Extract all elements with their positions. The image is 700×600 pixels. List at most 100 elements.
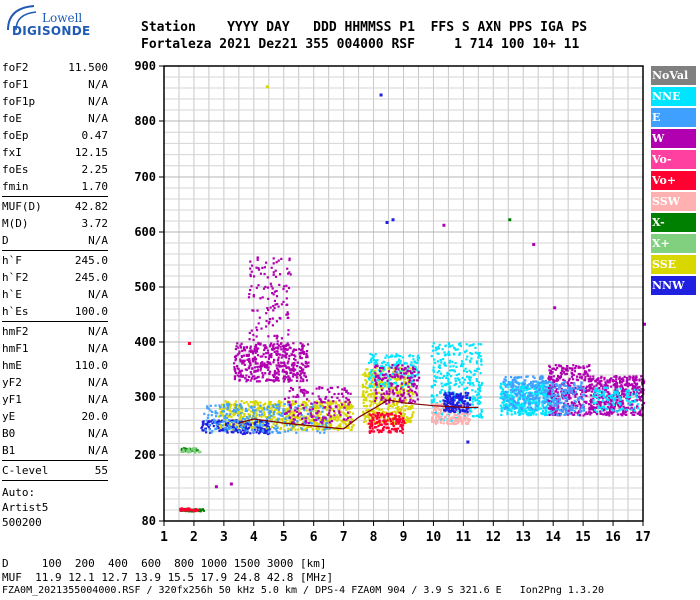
echo-point xyxy=(240,400,243,403)
echo-point xyxy=(370,379,373,382)
echo-point xyxy=(582,387,585,390)
echo-point xyxy=(288,390,291,393)
echo-point xyxy=(620,404,623,407)
echo-point xyxy=(334,405,337,408)
echo-point xyxy=(376,421,379,424)
echo-point xyxy=(436,406,439,409)
echo-point xyxy=(294,428,297,431)
echo-point xyxy=(393,382,396,385)
echo-point xyxy=(292,418,295,421)
echo-point xyxy=(471,403,474,406)
echo-point xyxy=(249,370,252,374)
echo-point xyxy=(537,403,540,406)
echo-point xyxy=(330,396,334,399)
echo-point xyxy=(253,366,256,369)
echo-point xyxy=(240,426,244,429)
echo-point xyxy=(588,406,591,409)
echo-point xyxy=(214,419,217,422)
echo-cluster xyxy=(442,391,472,414)
echo-point xyxy=(328,390,331,393)
echo-point xyxy=(287,343,290,347)
echo-point xyxy=(290,414,293,417)
echo-point xyxy=(245,368,248,372)
echo-point xyxy=(305,356,308,359)
echo-point xyxy=(370,422,373,425)
echo-point xyxy=(381,378,384,382)
echo-point xyxy=(638,413,641,416)
echo-point xyxy=(368,427,372,430)
echo-point xyxy=(345,426,348,429)
echo-point xyxy=(286,362,289,365)
echo-point xyxy=(458,352,461,355)
echo-point xyxy=(477,388,480,391)
echo-point xyxy=(542,380,545,383)
echo-point xyxy=(472,395,475,398)
echo-point xyxy=(534,380,537,383)
echo-point xyxy=(375,383,378,386)
echo-point xyxy=(528,387,532,390)
echo-point xyxy=(311,392,314,395)
echo-point xyxy=(289,412,292,415)
echo-point xyxy=(515,404,518,407)
echo-point xyxy=(552,407,555,410)
echo-point xyxy=(570,412,573,415)
echo-point xyxy=(388,373,392,377)
echo-point xyxy=(374,370,377,373)
echo-point xyxy=(398,408,401,411)
echo-point xyxy=(630,411,633,415)
echo-point xyxy=(501,388,505,391)
echo-point xyxy=(373,415,376,418)
echo-point xyxy=(469,409,472,412)
echo-point xyxy=(302,371,305,374)
echo-point xyxy=(393,375,396,378)
echo-point xyxy=(237,346,240,349)
echo-point xyxy=(617,403,620,407)
echo-point xyxy=(256,256,259,259)
echo-point xyxy=(383,426,386,429)
echo-point xyxy=(209,431,212,434)
echo-point xyxy=(240,360,243,363)
echo-point xyxy=(534,406,537,409)
echo-point xyxy=(454,362,457,365)
echo-point xyxy=(471,382,474,385)
echo-point xyxy=(341,388,344,391)
echo-point xyxy=(506,393,509,396)
echo-point xyxy=(246,428,249,431)
echo-point xyxy=(343,387,346,390)
echo-point xyxy=(202,429,205,432)
echo-point xyxy=(452,396,455,399)
echo-point xyxy=(248,293,251,296)
echo-point xyxy=(330,417,333,420)
echo-point xyxy=(262,374,265,377)
echo-point xyxy=(368,399,371,403)
echo-point xyxy=(224,400,227,403)
echo-point xyxy=(304,365,307,368)
echo-point xyxy=(599,410,602,413)
echo-point xyxy=(218,429,221,433)
echo-point xyxy=(281,414,284,418)
echo-point xyxy=(502,404,505,407)
echo-point xyxy=(459,415,462,418)
echo-point xyxy=(543,401,546,404)
echo-point xyxy=(267,335,270,338)
echo-point xyxy=(467,396,470,400)
echo-point xyxy=(548,366,551,369)
echo-point xyxy=(326,388,329,391)
echo-point xyxy=(365,382,368,385)
echo-point xyxy=(279,365,282,368)
echo-point xyxy=(222,406,225,409)
echo-point xyxy=(407,420,410,423)
echo-point xyxy=(457,416,460,419)
echo-point xyxy=(511,401,514,404)
echo-point xyxy=(562,390,566,393)
echo-point xyxy=(524,407,527,410)
echo-point xyxy=(302,378,305,381)
echo-point xyxy=(621,393,624,396)
echo-point xyxy=(552,413,555,416)
echo-point xyxy=(533,411,536,414)
echo-point xyxy=(375,397,378,400)
echo-point xyxy=(253,422,256,425)
echo-point xyxy=(208,428,212,431)
echo-point xyxy=(212,425,215,428)
echo-point xyxy=(326,413,329,416)
